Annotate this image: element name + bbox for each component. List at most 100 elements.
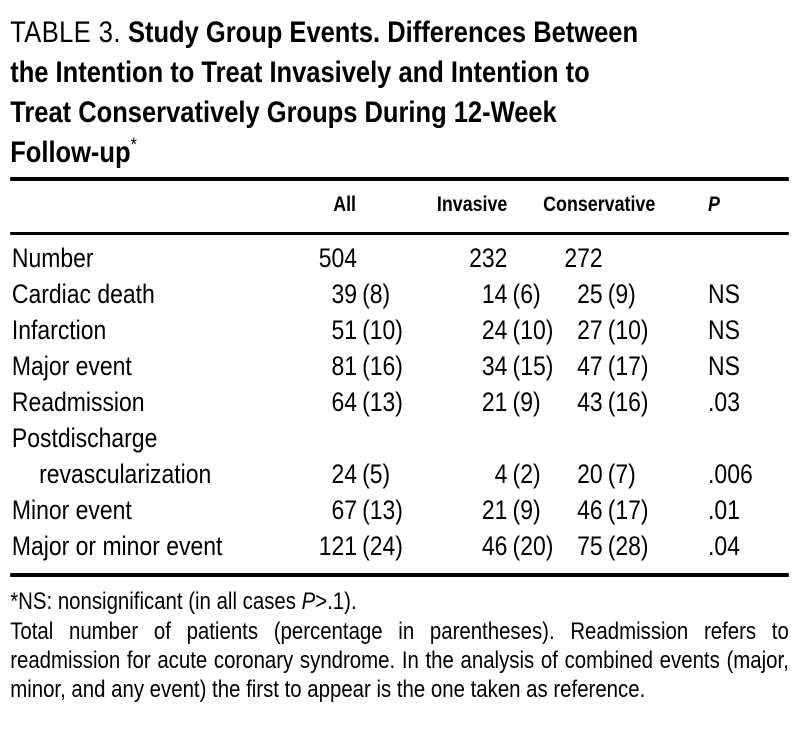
column-header-all: All: [333, 193, 357, 216]
value-percent: (16): [607, 387, 649, 417]
value-count: 272: [564, 243, 603, 273]
cell-conservative: 27 (10): [558, 312, 696, 348]
row-label: Number: [11, 243, 94, 273]
title-line-3: Treat Conservatively Groups During 12-We…: [10, 96, 557, 129]
cell-conservative: [558, 420, 696, 456]
value-count: 14: [481, 279, 508, 309]
value-percent: (10): [362, 315, 403, 345]
table-rule-under-header: [10, 232, 789, 235]
footnote-p-symbol: P: [301, 588, 316, 615]
table-title: TABLE 3. Study Group Events. Differences…: [10, 13, 789, 173]
cell-invasive: 21 (9): [423, 492, 558, 528]
value-count: 27: [577, 315, 603, 345]
cell-p-value: [696, 420, 789, 456]
value-count: 21: [481, 495, 508, 525]
value-percent: (7): [607, 459, 636, 489]
table-row-infarction: Infarction 51 (10) 24 (10) 27 (10) NS: [10, 312, 789, 348]
value-count: 75: [577, 531, 603, 561]
value-count: 46: [481, 531, 508, 561]
value-count: 504: [318, 243, 357, 273]
title-text-end: Follow-up: [10, 136, 131, 169]
cell-invasive: 46 (20): [423, 528, 558, 564]
table-header-row: All Invasive Conservative P: [10, 181, 789, 232]
cell-conservative: 47 (17): [558, 348, 696, 384]
value-count: 46: [577, 495, 603, 525]
cell-all: 81 (16): [310, 348, 423, 384]
footnote-ns-definition: *NS: nonsignificant (in all cases P>.1).: [10, 587, 789, 616]
table-number-label: TABLE 3.: [10, 16, 121, 49]
footnote-marker-star: *: [130, 135, 137, 156]
cell-p-value: NS: [708, 351, 740, 381]
table-row-postdischarge: Postdischarge: [10, 420, 789, 456]
table-rule-top: [10, 177, 789, 181]
value-percent: (17): [607, 351, 649, 381]
value-count: 67: [331, 495, 357, 525]
value-percent: (16): [362, 351, 403, 381]
table-rule-bottom: [10, 573, 789, 577]
table-row-major-or-minor-event: Major or minor event 121 (24) 46 (20) 75 (2…: [10, 528, 789, 564]
cell-p-value: .006: [708, 459, 753, 489]
value-count: 24: [481, 315, 508, 345]
value-count: 121: [318, 531, 357, 561]
title-text: Study Group Events. Differences Between: [127, 16, 639, 49]
cell-invasive: 24 (10): [423, 312, 558, 348]
row-label: Minor event: [11, 495, 132, 525]
cell-p-value: .04: [708, 531, 740, 561]
cell-p-value: NS: [708, 279, 740, 309]
cell-invasive: 34 (15): [423, 348, 558, 384]
row-label: Postdischarge: [11, 423, 158, 453]
value-percent: (13): [362, 495, 403, 525]
table-row-readmission: Readmission 64 (13) 21 (9) 43 (16) .03: [10, 384, 789, 420]
cell-conservative: 25 (9): [558, 276, 696, 312]
table-row-number: Number 504 232 272: [10, 240, 789, 276]
cell-all: 24 (5): [310, 456, 423, 492]
title-line-1: TABLE 3. Study Group Events. Differences…: [10, 13, 789, 53]
value-percent: (17): [607, 495, 649, 525]
value-count: 34: [481, 351, 508, 381]
value-count: [558, 420, 602, 456]
cell-conservative: 272: [558, 240, 696, 276]
row-label: Infarction: [11, 315, 107, 345]
row-label: Major event: [11, 351, 132, 381]
table-row-major-event: Major event 81 (16) 34 (15) 47 (17) NS: [10, 348, 789, 384]
cell-all: 504: [310, 240, 423, 276]
value-count: 20: [577, 459, 603, 489]
table-row-cardiac-death: Cardiac death 39 (8) 14 (6) 25 (9) NS: [10, 276, 789, 312]
value-count: 21: [481, 387, 508, 417]
cell-all: 51 (10): [310, 312, 423, 348]
table-row-minor-event: Minor event 67 (13) 21 (9) 46 (17) .01: [10, 492, 789, 528]
table-footnotes: *NS: nonsignificant (in all cases P>.1).…: [10, 587, 789, 704]
value-count: 51: [331, 315, 357, 345]
value-percent: (9): [512, 387, 541, 417]
row-label: revascularization: [39, 459, 212, 489]
column-header-p: P: [708, 193, 720, 216]
value-percent: (5): [362, 459, 391, 489]
value-count: 43: [577, 387, 603, 417]
cell-all: 39 (8): [310, 276, 423, 312]
value-percent: (6): [512, 279, 541, 309]
value-count: 64: [331, 387, 357, 417]
table-figure: TABLE 3. Study Group Events. Differences…: [10, 13, 789, 704]
cell-all: 64 (13): [310, 384, 423, 420]
cell-all: [310, 420, 423, 456]
cell-p-value: NS: [708, 315, 740, 345]
value-percent: (28): [607, 531, 649, 561]
value-count: 25: [577, 279, 603, 309]
value-count: 47: [577, 351, 603, 381]
cell-invasive: 21 (9): [423, 384, 558, 420]
column-header-invasive: Invasive: [436, 193, 508, 216]
cell-invasive: 232: [423, 240, 558, 276]
value-count: 232: [469, 243, 508, 273]
title-line-4: Follow-up*: [10, 133, 789, 173]
footnote-text: *NS: nonsignificant (in all cases: [10, 588, 302, 615]
table-row-revascularization: revascularization 24 (5) 4 (2) 20 (7) .006: [10, 456, 789, 492]
cell-p-value: [696, 240, 789, 276]
cell-p-value: .01: [708, 495, 740, 525]
value-percent: (20): [512, 531, 554, 561]
row-label: Major or minor event: [11, 531, 223, 561]
value-percent: (10): [607, 315, 649, 345]
value-percent: (24): [362, 531, 403, 561]
value-count: 24: [331, 459, 357, 489]
cell-conservative: 46 (17): [558, 492, 696, 528]
value-percent: (15): [512, 351, 554, 381]
